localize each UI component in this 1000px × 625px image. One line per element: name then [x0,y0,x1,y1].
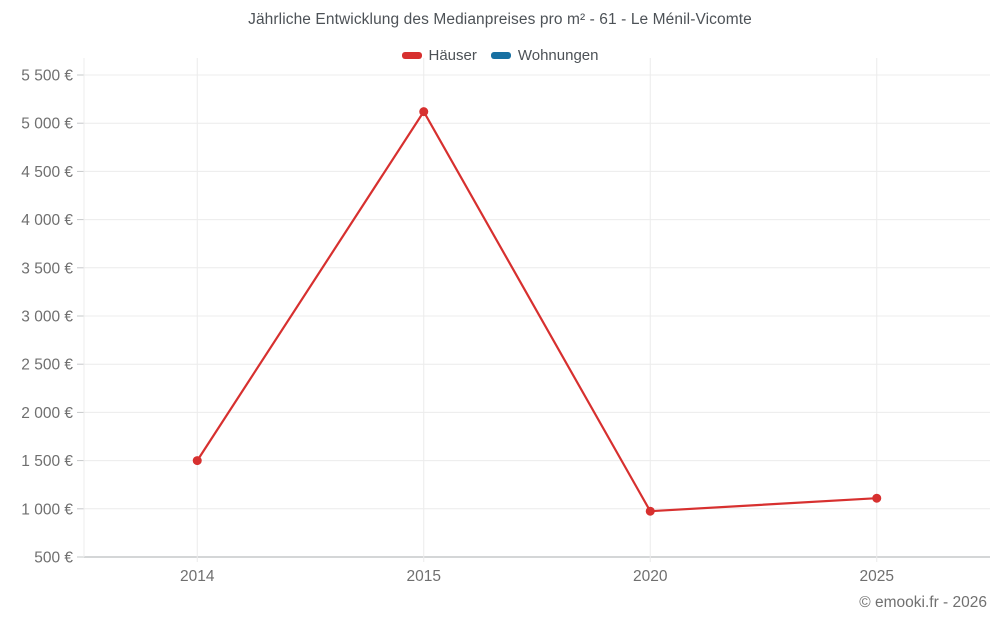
haeuser-series-swatch [401,52,422,59]
y-tick-label: 3 500 € [21,260,73,277]
y-tick-label: 1 500 € [21,453,73,470]
data-point-2014[interactable] [192,456,202,466]
copyright: © emooki.fr - 2026 [859,594,987,611]
y-tick-label: 1 000 € [21,501,73,518]
y-tick-label: 5 500 € [21,68,73,85]
wohnungen-series-swatch [490,52,511,59]
series-line-häuser [196,110,878,513]
legend-label-haeuser: Häuser [428,47,477,64]
chart-title: Jährliche Entwicklung des Medianpreises … [248,11,752,28]
x-tick-label: 2015 [407,568,441,585]
y-tick-label: 2 000 € [21,405,73,422]
data-point-2025[interactable] [872,493,882,503]
y-tick-label: 5 000 € [21,116,73,133]
legend-label-wohnungen: Wohnungen [517,47,599,64]
data-point-2020[interactable] [645,506,655,516]
y-tick-label: 4 500 € [21,164,73,181]
y-tick-label: 2 500 € [21,357,73,374]
data-point-2015[interactable] [419,107,429,117]
x-tick-label: 2014 [180,568,215,585]
legend-item-haeuser[interactable]: Häuser [401,47,477,64]
legend: Häuser Wohnungen [0,47,1000,64]
y-tick-label: 3 000 € [21,309,73,326]
x-tick-label: 2025 [860,568,894,585]
y-tick-label: 4 000 € [21,212,73,229]
y-tick-label: 500 € [34,550,73,567]
legend-item-wohnungen[interactable]: Wohnungen [490,47,599,64]
x-tick-label: 2020 [633,568,668,585]
